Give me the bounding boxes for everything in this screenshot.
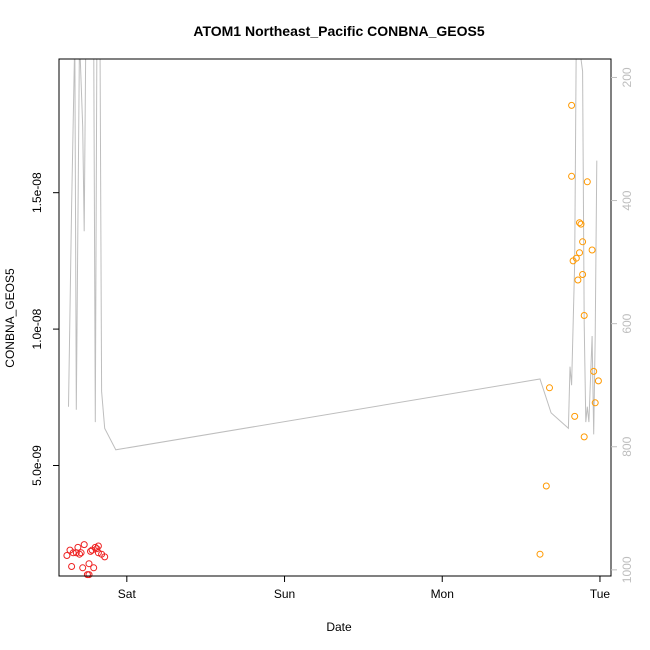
data-point — [69, 549, 77, 557]
data-point — [583, 178, 591, 186]
y-tick-label: 5.0e-09 — [30, 445, 44, 486]
x-tick-label: Sat — [118, 587, 137, 601]
data-point — [572, 254, 580, 262]
data-points-group — [63, 101, 602, 579]
data-point — [591, 399, 599, 407]
data-point — [577, 220, 585, 228]
right-axis-tick-label: 1000 — [620, 556, 634, 583]
y-tick-label: 1.0e-08 — [30, 308, 44, 349]
data-point — [90, 564, 98, 572]
pressure-line — [68, 59, 598, 451]
data-point — [546, 384, 553, 392]
data-point — [590, 367, 598, 375]
data-point — [76, 550, 83, 558]
data-point — [580, 312, 588, 319]
data-point — [574, 276, 582, 284]
pressure-line-group — [68, 59, 598, 451]
data-point — [101, 553, 109, 561]
data-point — [68, 563, 76, 570]
right-axis-tick-label: 200 — [620, 67, 634, 87]
data-point — [579, 238, 587, 246]
data-point — [85, 560, 93, 568]
data-point — [571, 412, 579, 420]
x-axis-label: Date — [326, 620, 352, 634]
data-point — [94, 542, 102, 550]
data-point — [80, 541, 88, 549]
data-point — [580, 433, 588, 441]
data-point — [579, 271, 587, 278]
data-point — [576, 219, 583, 227]
data-point — [588, 246, 596, 254]
plot-frame — [58, 58, 612, 577]
x-tick-label: Mon — [431, 587, 454, 601]
data-point — [568, 172, 576, 180]
y-axis-label: CONBNA_GEOS5 — [3, 268, 17, 368]
data-point — [63, 552, 71, 559]
data-point — [87, 547, 94, 555]
data-point — [79, 564, 87, 572]
axes-group: Sat Sun Mon Tue 5.0e-09 1.0e-08 1.5e-08 200 400 6… — [30, 58, 634, 601]
data-point — [94, 549, 102, 557]
data-point — [77, 549, 85, 557]
right-axis-tick-label: 800 — [620, 436, 634, 456]
data-point — [536, 550, 544, 558]
right-axis-tick-label: 400 — [620, 190, 634, 210]
right-axis-tick-label: 600 — [620, 313, 634, 333]
data-point — [542, 482, 550, 490]
data-point — [576, 249, 583, 257]
y-tick-label: 1.5e-08 — [30, 172, 44, 213]
chart-title: ATOM1 Northeast_Pacific CONBNA_GEOS5 — [193, 23, 484, 39]
data-point — [568, 101, 576, 109]
x-tick-label: Sun — [274, 587, 295, 601]
data-point — [85, 571, 93, 579]
data-point — [74, 543, 82, 551]
data-point — [594, 377, 602, 385]
x-tick-label: Tue — [590, 587, 611, 601]
